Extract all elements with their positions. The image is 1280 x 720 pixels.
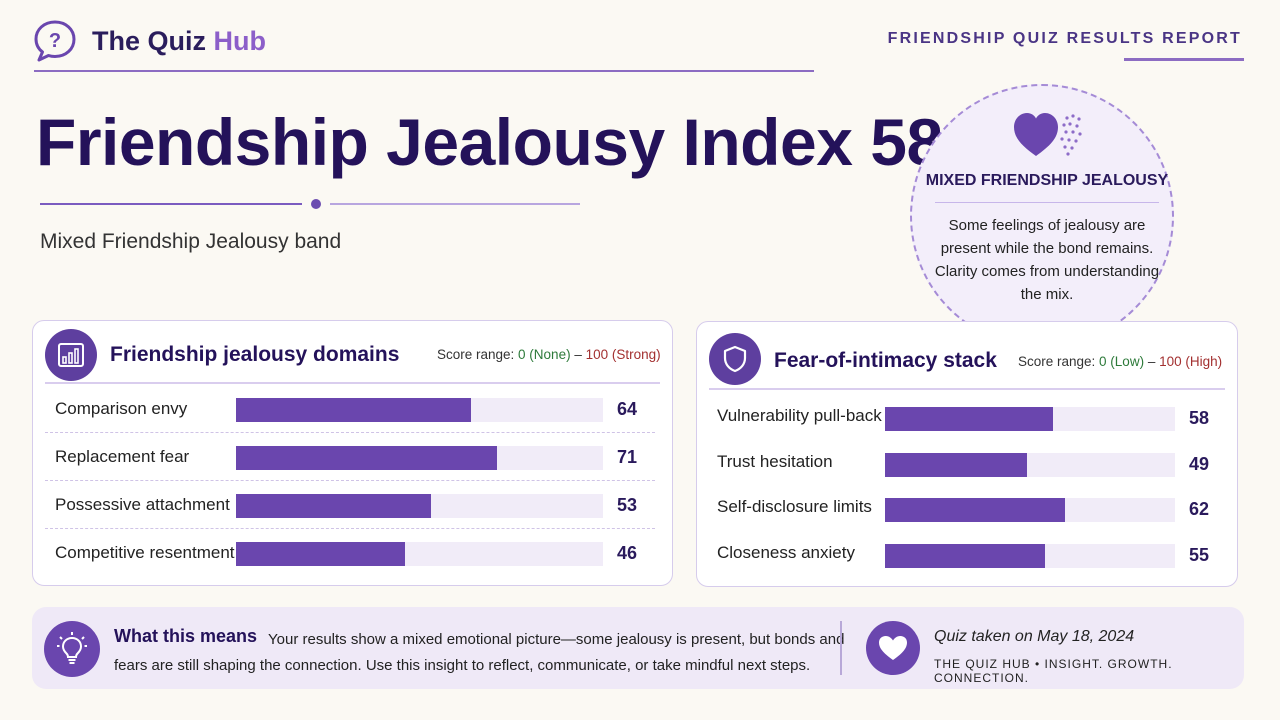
score-range: Score range: 0 (Low) – 100 (High) [1018,354,1223,369]
score-bar-fill [236,398,471,422]
card-title: Friendship jealousy domains [110,343,400,366]
score-row-label: Replacement fear [55,447,190,466]
score-bar-track [236,446,603,470]
report-label-underline [1124,58,1244,61]
score-row: Competitive resentment 46 [33,531,672,577]
score-range: Score range: 0 (None) – 100 (Strong) [437,347,661,362]
score-row: Self-disclosure limits 62 [697,485,1237,531]
score-bar-fill [885,543,1045,568]
row-divider [45,432,655,433]
score-value: 71 [617,447,638,467]
score-value: 62 [1189,499,1210,519]
header-divider [34,70,814,72]
title-divider [40,196,580,212]
score-bar-track [236,542,603,566]
score-value: 55 [1189,544,1210,565]
score-row-label: Comparison envy [55,399,188,418]
score-bar-fill [236,446,497,470]
heart-icon [1014,113,1082,156]
row-divider [45,480,655,481]
score-row-label: Closeness anxiety [717,542,855,562]
fear-of-intimacy-card: Fear-of-intimacy stack Score range: 0 (L… [696,321,1238,587]
score-row: Replacement fear 71 [33,435,672,481]
footer-panel: What this means Your results show a mixe… [32,607,1244,689]
score-value: 46 [617,543,638,563]
heart-icon [866,621,920,675]
score-value: 49 [1189,453,1210,474]
score-bar-track [885,407,1175,431]
footer-heading: What this means [114,626,258,646]
score-row-label: Vulnerability pull-back [717,406,882,425]
score-bar-track [236,494,603,518]
svg-text:?: ? [49,30,61,52]
score-value: 64 [617,399,638,419]
badge-description: Some feelings of jealousy are present wh… [934,217,1160,303]
card-title: Fear-of-intimacy stack [774,349,997,372]
score-bar-fill [885,498,1065,522]
score-bar-fill [236,494,431,518]
score-bar-track [885,543,1175,568]
score-bar-fill [236,542,405,566]
score-row: Vulnerability pull-back 58 [697,394,1237,440]
band-subtitle: Mixed Friendship Jealousy band [40,230,342,253]
brand-name: The Quiz Hub [92,25,266,56]
score-row-label: Possessive attachment [55,495,230,514]
question-bubble-icon: ? [34,20,76,62]
score-row: Trust hesitation 49 [697,440,1237,486]
footer-divider [840,621,842,675]
score-value: 53 [617,495,638,515]
badge-title: MIXED FRIENDSHIP JEALOUSY [925,172,1169,189]
bar-chart-icon [45,329,97,381]
score-value: 58 [1189,408,1210,428]
row-divider [45,528,655,529]
shield-icon [709,333,761,385]
score-bar-track [236,398,603,422]
score-row: Possessive attachment 53 [33,483,672,529]
score-row-label: Trust hesitation [717,451,833,471]
quiz-date: Quiz taken on May 18, 2024 [934,628,1135,645]
score-row-label: Self-disclosure limits [717,497,872,516]
score-bar-track [885,452,1175,477]
card-divider [45,382,660,384]
score-row: Comparison envy 64 [33,387,672,433]
card-divider [709,388,1225,390]
score-row-label: Competitive resentment [55,543,235,562]
lightbulb-icon [44,621,100,677]
page-title: Friendship Jealousy Index 58 [36,105,943,179]
badge-divider [935,202,1159,203]
score-row: Closeness anxiety 55 [697,531,1237,577]
score-bar-fill [885,407,1054,431]
friendship-domains-card: Friendship jealousy domains Score range:… [32,320,673,586]
score-bar-track [885,498,1175,522]
report-label: FRIENDSHIP QUIZ RESULTS REPORT [887,30,1242,47]
footer-text: Your results show a mixed emotional pict… [114,631,845,674]
footer-tagline: THE QUIZ HUB • INSIGHT. GROWTH. CONNECTI… [934,657,1173,685]
brand[interactable]: ? The Quiz Hub [32,18,266,64]
score-bar-fill [885,452,1028,477]
